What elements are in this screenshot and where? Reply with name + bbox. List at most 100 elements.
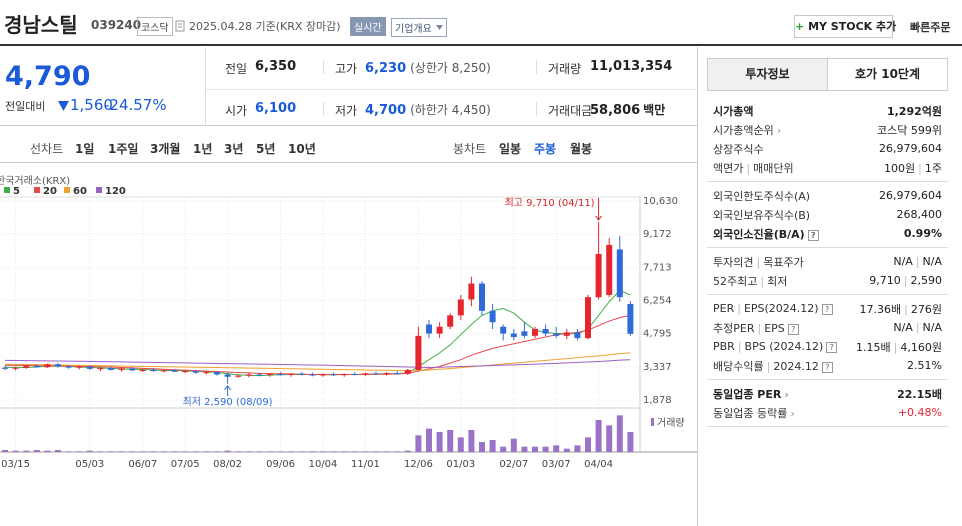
period-tab[interactable]: 일봉 <box>499 142 522 156</box>
sidebar-row: 추정PER | EPS? N/A | N/A <box>707 318 948 337</box>
divider <box>323 102 324 116</box>
legend-label: 20 <box>43 186 57 197</box>
overview-button[interactable]: 기업개요 <box>391 18 447 37</box>
label-part: 2024.12 <box>773 359 819 373</box>
volume-bar <box>108 451 114 452</box>
candle-body <box>521 331 528 336</box>
volume-bar <box>192 451 199 452</box>
row-label: 외국인소진율(B/A)? <box>713 226 819 242</box>
row-value: N/A | N/A <box>893 321 942 334</box>
help-icon[interactable]: ? <box>826 342 838 353</box>
sidebar-group: PER | EPS(2024.12)? 17.36배 | 276원 추정PER | EPS? N/… <box>707 295 948 380</box>
divider <box>536 102 537 116</box>
sidebar-row: 외국인보유주식수(B) 268,400 <box>707 205 948 224</box>
volume-bar <box>12 450 19 452</box>
summary-label: 거래량 <box>548 62 582 76</box>
x-tick-label: 03/07 <box>542 459 571 470</box>
quick-order[interactable]: 빠른주문 <box>910 21 951 34</box>
summary-value: 11,013,354 <box>590 59 672 74</box>
label-part: 추정PER <box>713 321 755 335</box>
x-tick-label: 09/06 <box>266 459 295 470</box>
help-icon[interactable]: ? <box>807 229 819 241</box>
sidebar-row: 배당수익률 | 2024.12? 2.51% <box>707 356 948 375</box>
period-tab[interactable]: 3개월 <box>150 142 181 156</box>
help-icon[interactable]: ? <box>821 361 833 373</box>
row-value: 26,979,604 <box>879 189 942 202</box>
y-tick-label: 1,878 <box>643 395 672 406</box>
sidebar-tab[interactable]: 호가 10단계 <box>854 67 921 81</box>
row-label: 52주최고 | 최저 <box>713 273 787 289</box>
value-part: N/A <box>922 321 942 334</box>
value-part: N/A <box>922 255 942 268</box>
divider <box>0 125 697 126</box>
volume-bar <box>182 451 189 452</box>
period-tab[interactable]: 3년 <box>224 142 244 156</box>
x-tick-label: 07/05 <box>171 459 200 470</box>
x-tick-label: 02/07 <box>499 459 528 470</box>
period-tab[interactable]: 1주일 <box>108 142 139 156</box>
divider <box>323 60 324 74</box>
volume-bar <box>235 451 242 452</box>
sidebar-row: 동일업종 PER › 22.15배 <box>707 384 948 403</box>
summary-value: 58,806 백만 <box>590 101 665 118</box>
mystock-button[interactable]: + MY STOCK 추가 <box>794 15 896 38</box>
separator: | <box>904 302 908 316</box>
volume-bar <box>118 451 125 452</box>
candle-body <box>86 366 93 369</box>
value-part: 26,979,604 <box>879 189 942 202</box>
period-tab[interactable]: 5년 <box>256 142 276 156</box>
realtime-button[interactable]: 실시간 <box>350 17 386 36</box>
candle-body <box>606 244 613 295</box>
summary-value: 6,230 (상한가 8,250) <box>365 59 491 76</box>
value-part: 4,160원 <box>900 340 942 354</box>
volume-bar <box>595 420 602 452</box>
change-value: 1,560 <box>70 96 113 114</box>
base-date: 2025.04.28 기준(KRX 장마감) <box>189 20 341 33</box>
sidebar-group: 외국인한도주식수(A) 26,979,604 외국인보유주식수(B) 268,400 외… <box>707 182 948 248</box>
label-part: 시가총액 <box>713 104 754 118</box>
period-tab[interactable]: 1년 <box>193 142 213 156</box>
y-tick-label: 10,630 <box>643 196 678 207</box>
separator: | <box>757 321 762 335</box>
label-part: 최저 <box>767 274 788 288</box>
value-part: N/A <box>893 321 913 334</box>
label-part: 52주최고 <box>713 274 758 288</box>
row-label: 시가총액순위 › <box>713 122 781 138</box>
legend-label: 5 <box>13 186 20 197</box>
volume-bar <box>320 451 326 452</box>
sidebar-row: 시가총액 1,292억원 <box>707 101 948 120</box>
volume-bar <box>86 450 93 452</box>
value-part: 100원 <box>884 161 916 175</box>
volume-bar <box>224 450 231 452</box>
volume-bar <box>500 446 507 452</box>
candle-body <box>489 310 496 323</box>
volume-bar <box>55 450 61 452</box>
separator: | <box>760 274 765 288</box>
summary-note: (하한가 4,450) <box>410 103 491 117</box>
volume-bar <box>44 450 51 452</box>
down-icon <box>58 101 69 111</box>
label-part: EPS <box>764 321 785 335</box>
help-icon[interactable]: ? <box>821 304 833 315</box>
sidebar-tab[interactable]: 투자정보 <box>708 59 828 90</box>
value-part: N/A <box>893 255 913 268</box>
candle-body <box>447 315 454 327</box>
sidebar-row: 동일업종 등락률 › +0.48% <box>707 403 948 422</box>
period-tab[interactable]: 1일 <box>75 142 95 156</box>
volume-bar <box>214 451 220 452</box>
candle-body <box>214 372 220 375</box>
summary-label: 전일 <box>225 62 248 76</box>
volume-bar <box>150 451 157 452</box>
sidebar-group: 투자의견 | 목표주가 N/A | N/A 52주최고 | 최저 9,710 | 2,590 <box>707 248 948 295</box>
volume-bar <box>139 451 146 452</box>
help-icon[interactable]: ? <box>787 323 799 335</box>
label-part: 동일업종 등락률 <box>713 406 788 420</box>
candle-body <box>277 374 284 376</box>
period-tab[interactable]: 월봉 <box>570 142 593 156</box>
period-tab[interactable]: 10년 <box>288 142 316 156</box>
sidebar-row: 투자의견 | 목표주가 N/A | N/A <box>707 252 948 271</box>
period-tab[interactable]: 주봉 <box>534 142 557 156</box>
legend-label: 60 <box>73 186 87 197</box>
row-value: N/A | N/A <box>893 255 942 268</box>
candle-body <box>351 374 358 376</box>
